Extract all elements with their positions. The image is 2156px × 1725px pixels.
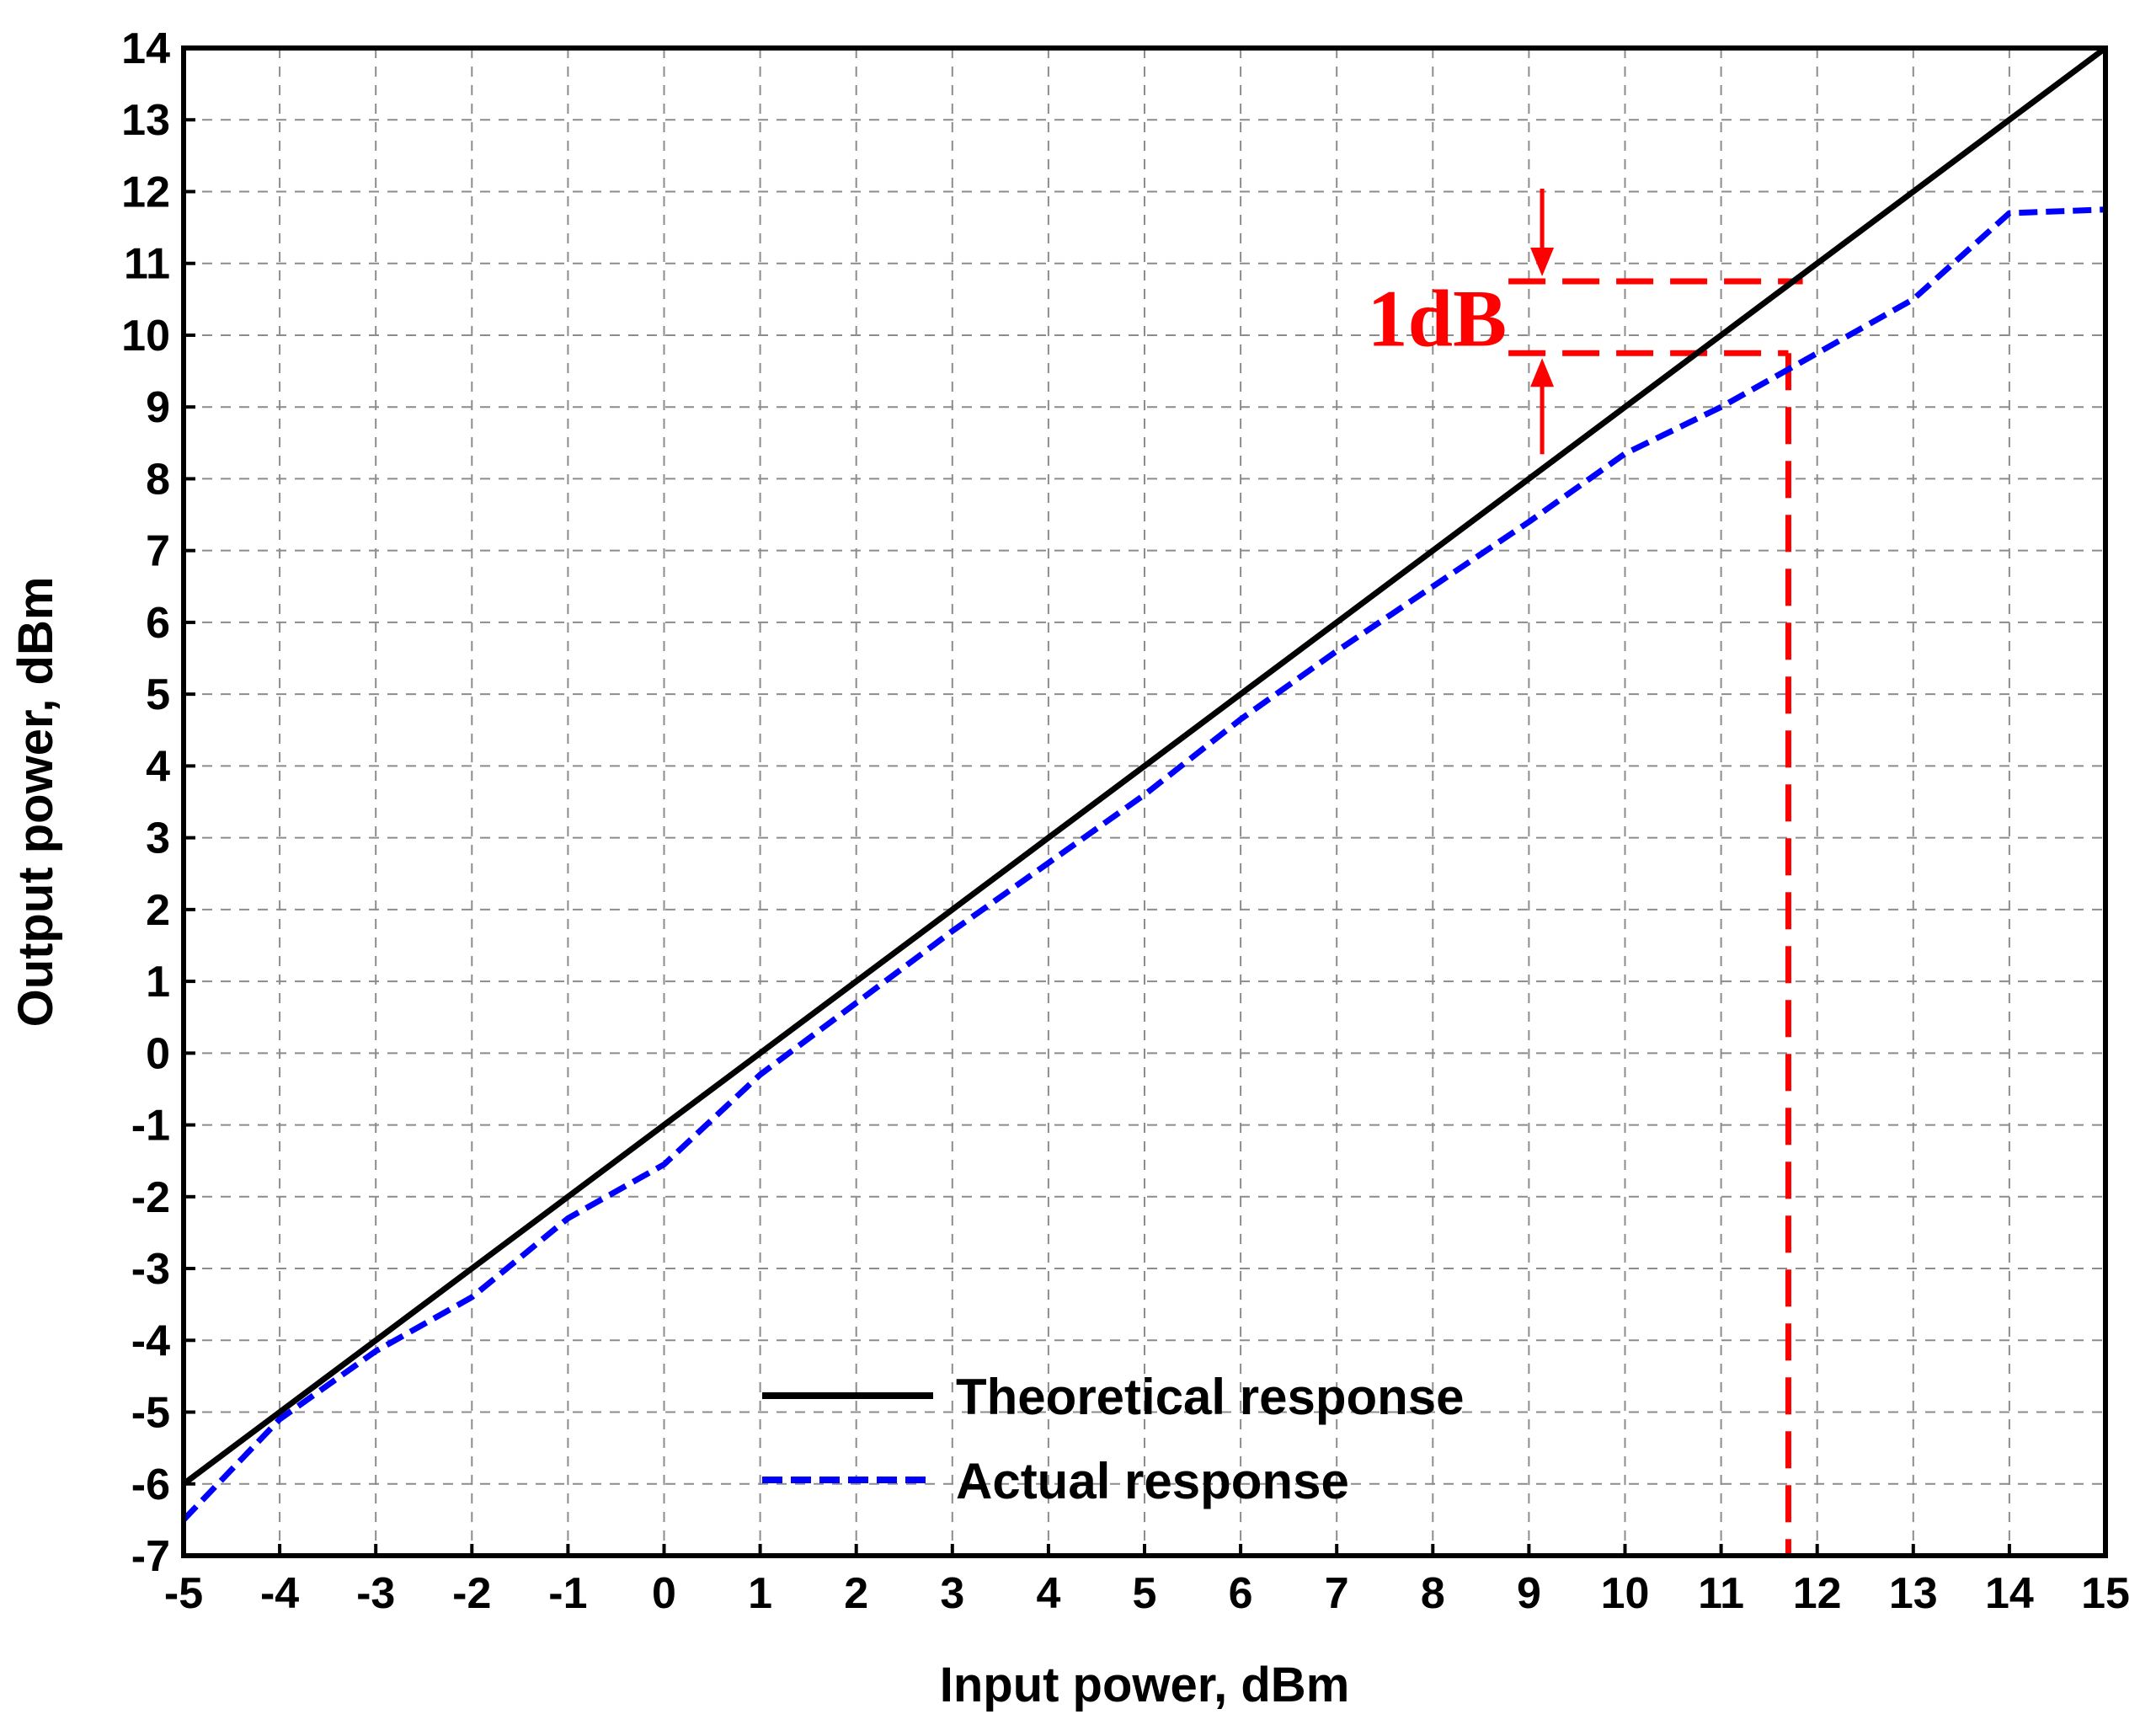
y-tick-label: -2 [131, 1173, 170, 1222]
x-tick-label: -5 [164, 1569, 203, 1618]
y-tick-label: 5 [146, 670, 170, 719]
series-line-0 [181, 45, 2108, 1487]
y-tick-label: 2 [146, 886, 170, 935]
x-tick-label: -3 [356, 1569, 395, 1618]
x-tick-label: 8 [1421, 1569, 1445, 1618]
x-tick-label: 5 [1133, 1569, 1157, 1618]
x-tick-label: 6 [1229, 1569, 1253, 1618]
x-tick-label: 4 [1036, 1569, 1060, 1618]
x-tick-label: 1 [748, 1569, 772, 1618]
legend-label-actual: Actual response [956, 1453, 1349, 1509]
y-tick-label: -1 [131, 1102, 170, 1151]
y-tick-label: -4 [131, 1316, 170, 1365]
x-tick-label: 7 [1325, 1569, 1349, 1618]
y-tick-label: -6 [131, 1461, 170, 1509]
x-tick-label: 9 [1517, 1569, 1541, 1618]
y-tick-label: 11 [124, 240, 170, 289]
y-tick-label: -3 [131, 1245, 170, 1294]
one-db-label: 1dB [1368, 274, 1507, 364]
y-tick-label: 8 [146, 455, 170, 504]
x-tick-label: 11 [1698, 1569, 1744, 1618]
x-axis-label: Input power, dBm [940, 1658, 1350, 1712]
x-tick-label: 2 [844, 1569, 868, 1618]
series-line-1 [181, 206, 2106, 1522]
x-tick-label: 14 [1985, 1569, 2034, 1618]
grid [184, 48, 2105, 1556]
x-tick-label: 12 [1793, 1569, 1842, 1618]
arrow-down-head [1530, 248, 1555, 277]
y-tick-label: 6 [146, 599, 170, 648]
y-tick-label: 9 [146, 383, 170, 432]
x-tick-label: -4 [260, 1569, 299, 1618]
x-tick-label: 15 [2081, 1569, 2130, 1618]
y-tick-label: 3 [146, 814, 170, 863]
y-tick-label: 4 [146, 742, 170, 791]
arrow-up-head [1530, 358, 1555, 387]
y-tick-label: 7 [146, 527, 170, 576]
legend: Theoretical response Actual response [762, 1369, 1465, 1509]
y-tick-label: 13 [121, 96, 170, 145]
y-tick-label: 0 [146, 1029, 170, 1078]
y-tick-label: -5 [131, 1389, 170, 1438]
y-tick-label: 10 [121, 312, 170, 360]
x-tick-label: 10 [1601, 1569, 1650, 1618]
x-tick-label: 13 [1889, 1569, 1938, 1618]
x-tick-label: 0 [652, 1569, 676, 1618]
y-tick-label: 12 [121, 168, 170, 216]
x-tick-labels: -5 -4 -3 -2 -1 0 1 2 3 4 5 6 7 8 9 10 11 12 13 14 15 [164, 1544, 2130, 1618]
x-tick-label: -1 [548, 1569, 587, 1618]
legend-label-theoretical: Theoretical response [956, 1369, 1465, 1425]
series-lines [181, 45, 2108, 1522]
x-tick-label: 3 [940, 1569, 964, 1618]
y-tick-label: 1 [146, 958, 170, 1007]
y-tick-label: 14 [121, 24, 170, 73]
one-db-compression-annotation [1508, 189, 1803, 1556]
y-tick-label: -7 [131, 1532, 170, 1581]
y-axis-label: Output power, dBm [8, 577, 63, 1028]
x-tick-label: -2 [452, 1569, 491, 1618]
